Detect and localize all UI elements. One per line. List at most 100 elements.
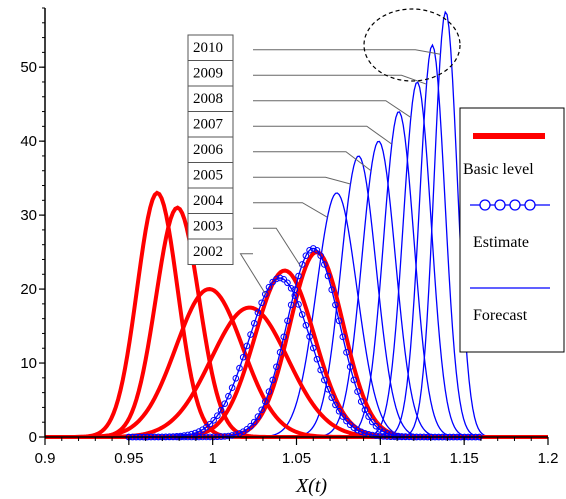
legend-basic-label: Basic level <box>463 161 534 178</box>
estimate-marker <box>284 317 291 325</box>
x-tick-label: 1 <box>208 450 216 467</box>
estimate-marker <box>298 311 306 318</box>
estimate-marker <box>287 285 295 292</box>
estimate-marker <box>232 375 240 382</box>
estimate-marker <box>210 417 217 424</box>
estimate-marker <box>280 333 288 341</box>
legend: Basic level Estimate Forecast <box>459 107 565 353</box>
year-leader-line <box>253 74 427 85</box>
year-label-box <box>187 60 234 87</box>
estimate-marker <box>214 412 221 419</box>
year-label-box <box>187 162 234 189</box>
legend-estimate-marker <box>494 199 506 211</box>
estimate-marker <box>284 279 291 287</box>
y-tick-label: 20 <box>20 281 37 298</box>
estimate-marker <box>239 353 247 361</box>
highlight-ellipse <box>363 8 461 82</box>
legend-estimate-marker <box>509 199 521 211</box>
year-label: 2007 <box>193 117 224 133</box>
estimate-marker <box>357 398 365 405</box>
estimate-marker <box>273 363 280 371</box>
year-label: 2009 <box>193 66 223 82</box>
estimate-marker <box>309 245 317 252</box>
x-tick-label: 1.05 <box>282 450 311 467</box>
estimate-marker <box>295 272 302 280</box>
year-label-box <box>187 34 234 61</box>
year-label: 2008 <box>193 91 223 107</box>
year-label-box <box>187 85 234 112</box>
estimate-marker <box>383 430 391 437</box>
year-leader-line <box>239 253 266 295</box>
estimate-marker <box>221 400 229 407</box>
estimate-marker <box>280 276 288 283</box>
estimate-marker <box>372 432 380 439</box>
estimate-marker <box>273 275 280 283</box>
estimate-marker <box>306 333 313 340</box>
year-label-box <box>187 136 234 163</box>
estimate-marker <box>368 418 376 426</box>
estimate-marker <box>250 418 258 426</box>
estimate-marker <box>328 394 336 401</box>
estimate-marker <box>295 301 302 308</box>
x-tick-label: 0.9 <box>35 450 56 467</box>
estimate-marker <box>339 413 347 420</box>
estimate-marker <box>184 431 192 439</box>
year-leader-line <box>253 202 328 218</box>
year-leader-line <box>253 49 441 55</box>
estimate-marker <box>236 364 243 372</box>
estimate-marker <box>332 301 339 309</box>
estimate-marker <box>291 286 299 293</box>
estimate-marker <box>243 342 251 350</box>
x-tick-label: 1.1 <box>370 450 391 467</box>
year-label: 2003 <box>193 219 223 235</box>
estimate-marker <box>317 252 324 259</box>
estimate-marker <box>343 349 350 356</box>
estimate-marker <box>306 246 313 254</box>
year-label: 2010 <box>193 40 223 56</box>
estimate-marker <box>354 388 361 395</box>
estimate-marker <box>313 355 321 363</box>
estimate-marker <box>191 429 199 437</box>
y-tick-label: 50 <box>20 59 37 76</box>
y-tick-label: 10 <box>20 355 37 372</box>
y-tick-label: 40 <box>20 133 37 150</box>
estimate-marker <box>262 398 269 405</box>
year-leader-line <box>253 227 302 268</box>
legend-forecast-label: Forecast <box>473 307 528 324</box>
estimate-marker <box>332 401 339 409</box>
estimate-marker <box>376 432 383 440</box>
year-label-box <box>187 213 234 240</box>
x-tick-label: 0.95 <box>114 450 143 467</box>
estimate-marker <box>346 363 354 371</box>
estimate-marker <box>368 431 376 439</box>
estimate-marker <box>324 386 332 393</box>
x-axis-label: X(t) <box>295 475 327 497</box>
estimate-marker <box>258 406 265 414</box>
estimate-marker <box>247 331 254 338</box>
year-label: 2006 <box>193 142 224 158</box>
estimate-marker <box>309 344 317 352</box>
estimate-marker <box>380 428 387 435</box>
x-tick-label: 1.15 <box>450 450 479 467</box>
estimate-marker <box>324 272 332 280</box>
estimate-marker <box>206 420 214 428</box>
year-label-box <box>187 187 234 214</box>
estimate-marker <box>361 406 369 414</box>
estimate-marker <box>354 426 361 434</box>
y-tick-label: 30 <box>20 207 37 224</box>
year-label: 2005 <box>193 168 223 184</box>
estimate-marker <box>269 376 276 384</box>
estimate-marker <box>225 392 232 400</box>
estimate-marker <box>265 283 273 291</box>
estimate-marker <box>343 417 350 425</box>
estimate-marker <box>328 286 336 293</box>
legend-estimate-label: Estimate <box>473 234 529 251</box>
estimate-marker <box>302 322 310 329</box>
legend-estimate-marker <box>524 199 536 211</box>
x-tick-label: 1.2 <box>538 450 559 467</box>
estimate-marker <box>265 388 273 395</box>
estimate-marker <box>321 261 328 268</box>
estimate-marker <box>276 274 284 282</box>
year-label: 2004 <box>193 193 224 209</box>
